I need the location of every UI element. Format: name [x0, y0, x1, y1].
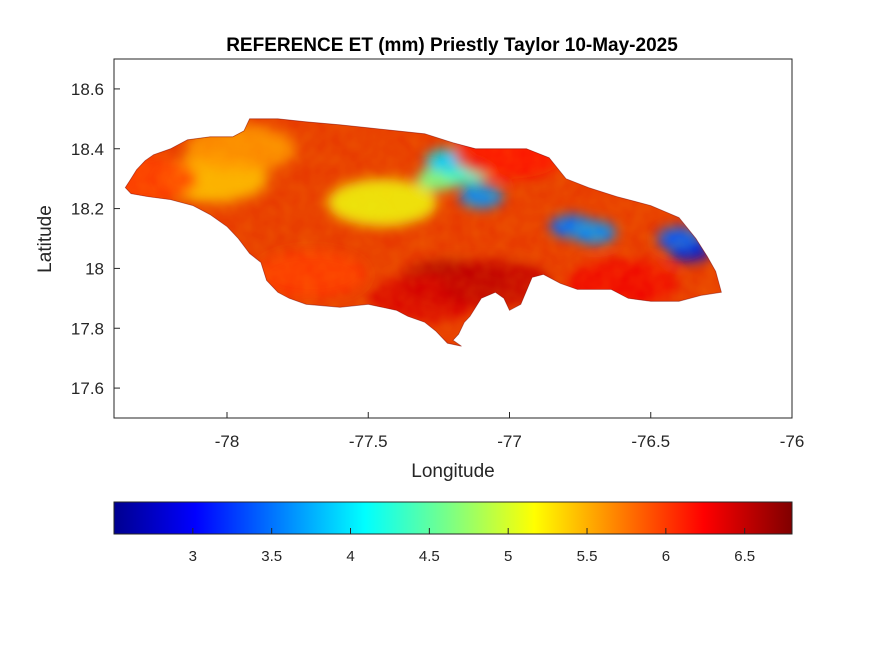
x-axis-label: Longitude — [411, 461, 494, 482]
colorbar-tick-label: 6 — [662, 548, 670, 565]
y-tick-label: 17.8 — [71, 319, 104, 338]
x-tick-label: -77.5 — [349, 432, 388, 451]
chart-title: REFERENCE ET (mm) Priestly Taylor 10-May… — [226, 35, 678, 56]
y-tick-label: 18.6 — [71, 80, 104, 99]
x-tick-label: -76.5 — [631, 432, 670, 451]
colorbar-tick-label: 6.5 — [734, 548, 755, 565]
y-tick-label: 18.4 — [71, 140, 104, 159]
x-tick-label: -76 — [780, 432, 805, 451]
y-axis: 17.6 17.8 18 18.2 18.4 18.6 — [71, 80, 120, 398]
x-tick-label: -78 — [215, 432, 240, 451]
y-tick-label: 17.6 — [71, 379, 104, 398]
colorbar — [113, 501, 793, 535]
x-axis: -78 -77.5 -77 -76.5 -76 — [215, 412, 805, 451]
coastline — [124, 118, 722, 347]
colorbar-ticks: 3 3.5 4 4.5 5 5.5 6 6.5 — [189, 528, 755, 565]
colorbar-tick-label: 5 — [504, 548, 512, 565]
y-axis-label: Latitude — [35, 205, 56, 273]
plot-frame — [113, 58, 793, 419]
colorbar-tick-label: 3.5 — [261, 548, 282, 565]
y-tick-label: 18 — [85, 259, 104, 278]
colorbar-tick-label: 4.5 — [419, 548, 440, 565]
y-tick-label: 18.2 — [71, 200, 104, 219]
colorbar-tick-label: 3 — [189, 548, 197, 565]
colorbar-tick-label: 5.5 — [577, 548, 598, 565]
x-tick-label: -77 — [497, 432, 522, 451]
colorbar-tick-label: 4 — [346, 548, 354, 565]
